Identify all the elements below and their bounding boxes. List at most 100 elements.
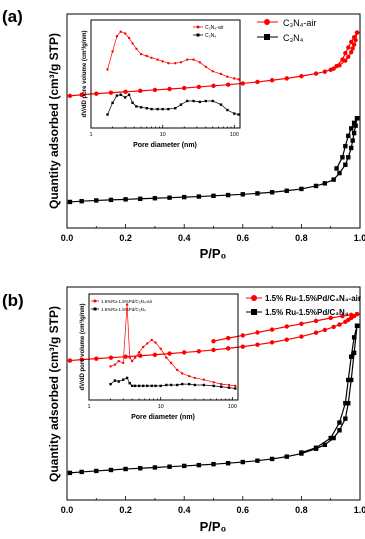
inset-data-point [145,107,148,110]
data-point [284,337,289,342]
data-point [351,350,357,356]
data-point [138,466,143,471]
inset-x-tick-label: 1 [87,404,90,410]
inset-data-point [125,303,129,306]
data-point [167,464,172,469]
inset-data-point [117,359,120,363]
inset-data-point [150,107,153,111]
panel-a-inset-legend: C₃N₄-air C₃N₄ [193,25,224,39]
panel-a-inset-y-axis-label: dV/dD pore volume (cm³/g/nm) [81,30,88,117]
legend-marker-rupd-air [251,295,257,301]
data-point [299,334,304,339]
data-point [331,177,336,182]
data-point [351,42,357,47]
inset-data-point [181,382,184,386]
inset-x-tick-label: 1 [89,132,92,138]
inset-data-point [127,93,131,96]
inset-data-point [150,338,153,342]
legend-label-rupd-air: 1.5% Ru-1.5%Pd/C₃N₄-air [265,294,361,303]
data-point [167,195,172,200]
inset-data-point [211,99,214,103]
data-point [123,354,128,359]
series-desorption-line-1-5-ru-1-5-pd-c-n [301,325,358,454]
legend-marker-rupd [251,309,257,315]
data-point [196,194,202,199]
data-point [182,350,187,355]
data-point [94,198,99,203]
inset-data-point [237,78,240,81]
data-point [240,81,245,86]
x-tick-label: 0.2 [119,233,132,243]
legend-label-c3n4-air: C₃N₄-air [283,18,316,28]
data-point [138,353,143,358]
data-point [354,323,360,328]
data-point [284,76,289,81]
inset-data-point [159,384,162,388]
data-point [123,197,128,202]
inset-data-point [130,384,134,388]
inset-data-point [125,376,129,380]
inset-data-point [115,94,119,97]
data-point [269,327,275,332]
panel-a-series [67,30,360,205]
inset-data-point [161,107,164,111]
inset-data-point [137,384,141,388]
inset-data-point [175,368,179,372]
inset-data-point [106,113,109,116]
data-point [322,181,328,186]
x-tick-label: 0.6 [237,233,250,243]
inset-data-point [187,374,191,378]
inset-legend-marker-c3n4 [196,33,200,37]
x-tick-label: 0.2 [119,505,132,515]
data-point [328,315,333,321]
data-point [337,428,342,433]
data-point [67,470,73,476]
legend-marker-c3n4-air [264,19,270,25]
inset-data-point [161,60,164,63]
data-point [240,333,245,338]
data-point [322,442,328,448]
data-point [152,87,158,93]
panel-b-inset-legend: 1.5%Ru-1.5%Pd/C₃N₄-air 1.5%Ru-1.5%Pd/C₃N… [91,299,153,312]
data-point [255,330,260,335]
inset-data-point [187,382,191,386]
panel-a-x-axis-label: P/P₀ [200,246,227,261]
inset-data-point [123,96,127,99]
inset-data-point [121,378,125,381]
inset-data-point [123,32,127,35]
inset-data-point [127,36,131,40]
data-point [123,89,128,94]
inset-data-point [133,384,137,388]
data-point [284,188,289,193]
data-point [351,335,357,340]
inset-legend-marker-rupd [93,307,97,311]
data-point [211,461,216,467]
inset-data-point [154,341,157,344]
data-point [313,183,319,189]
inset-data-point [141,345,145,349]
inset-data-point [192,99,195,103]
inset-data-point [169,383,173,387]
inset-data-point [227,386,231,389]
inset-data-point [193,376,197,380]
data-point [346,400,351,406]
data-point [196,462,202,468]
inset-data-point [174,62,177,65]
inset-data-point [204,65,208,69]
inset-data-point [233,112,236,115]
inset-x-tick-label: 10 [158,404,164,410]
data-point [240,344,245,349]
data-point [313,71,319,76]
inset-data-point [237,113,240,116]
data-point [353,123,358,128]
inset-data-point [179,61,183,64]
data-point [349,377,354,383]
data-point [313,318,319,324]
inset-data-point [150,56,153,59]
data-point [152,352,158,357]
data-point [211,339,216,344]
data-point [343,162,348,167]
inset-data-point [211,70,214,73]
panel-b-y-axis-label: Quantity adsorbed (cm³/g STP) [47,306,61,482]
data-point [350,138,355,143]
